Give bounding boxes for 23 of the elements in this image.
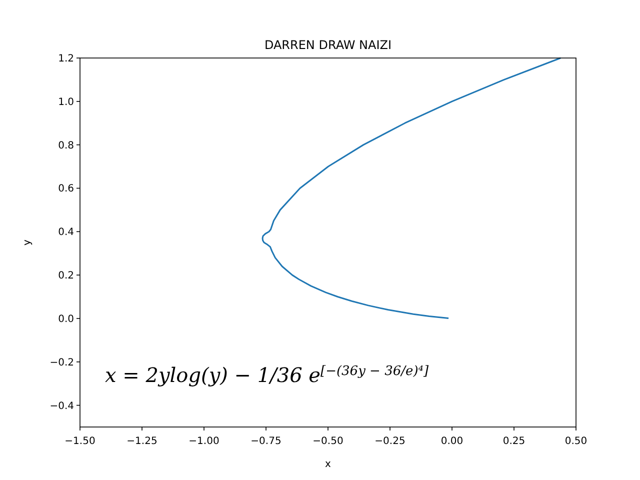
y-tick-label: 0.0 [58,314,74,325]
y-tick-label: 0.2 [58,270,74,282]
x-tick-label: 0.50 [564,436,588,447]
x-tick-label: −0.75 [250,436,282,447]
y-tick-label: 0.4 [58,227,74,238]
x-axis-title: x [325,459,332,470]
x-tick-label: −0.50 [312,436,344,447]
y-tick-label: −0.4 [50,400,74,412]
x-tick-label: 0.00 [440,436,464,447]
x-tick-label: −1.25 [126,436,158,447]
y-tick-label: 1.2 [58,54,74,64]
y-tick-label: 1.0 [58,96,74,108]
y-tick-label: 0.8 [58,140,74,152]
y-axis-title: y [22,239,33,246]
line-series [262,57,562,320]
x-tick-label: 0.25 [502,436,526,447]
x-tick-label: −0.25 [374,436,406,447]
x-tick-label: −1.50 [64,436,96,447]
y-tick-label: 0.6 [58,184,74,195]
chart-title: DARREN DRAW NAIZI [264,38,392,52]
x-tick-label: −1.00 [188,436,220,447]
y-tick-label: −0.2 [50,357,74,368]
annotation: x = 2ylog(y) − 1/36 e$^{[−(36y − 36/e)⁴]}$ [105,363,430,387]
